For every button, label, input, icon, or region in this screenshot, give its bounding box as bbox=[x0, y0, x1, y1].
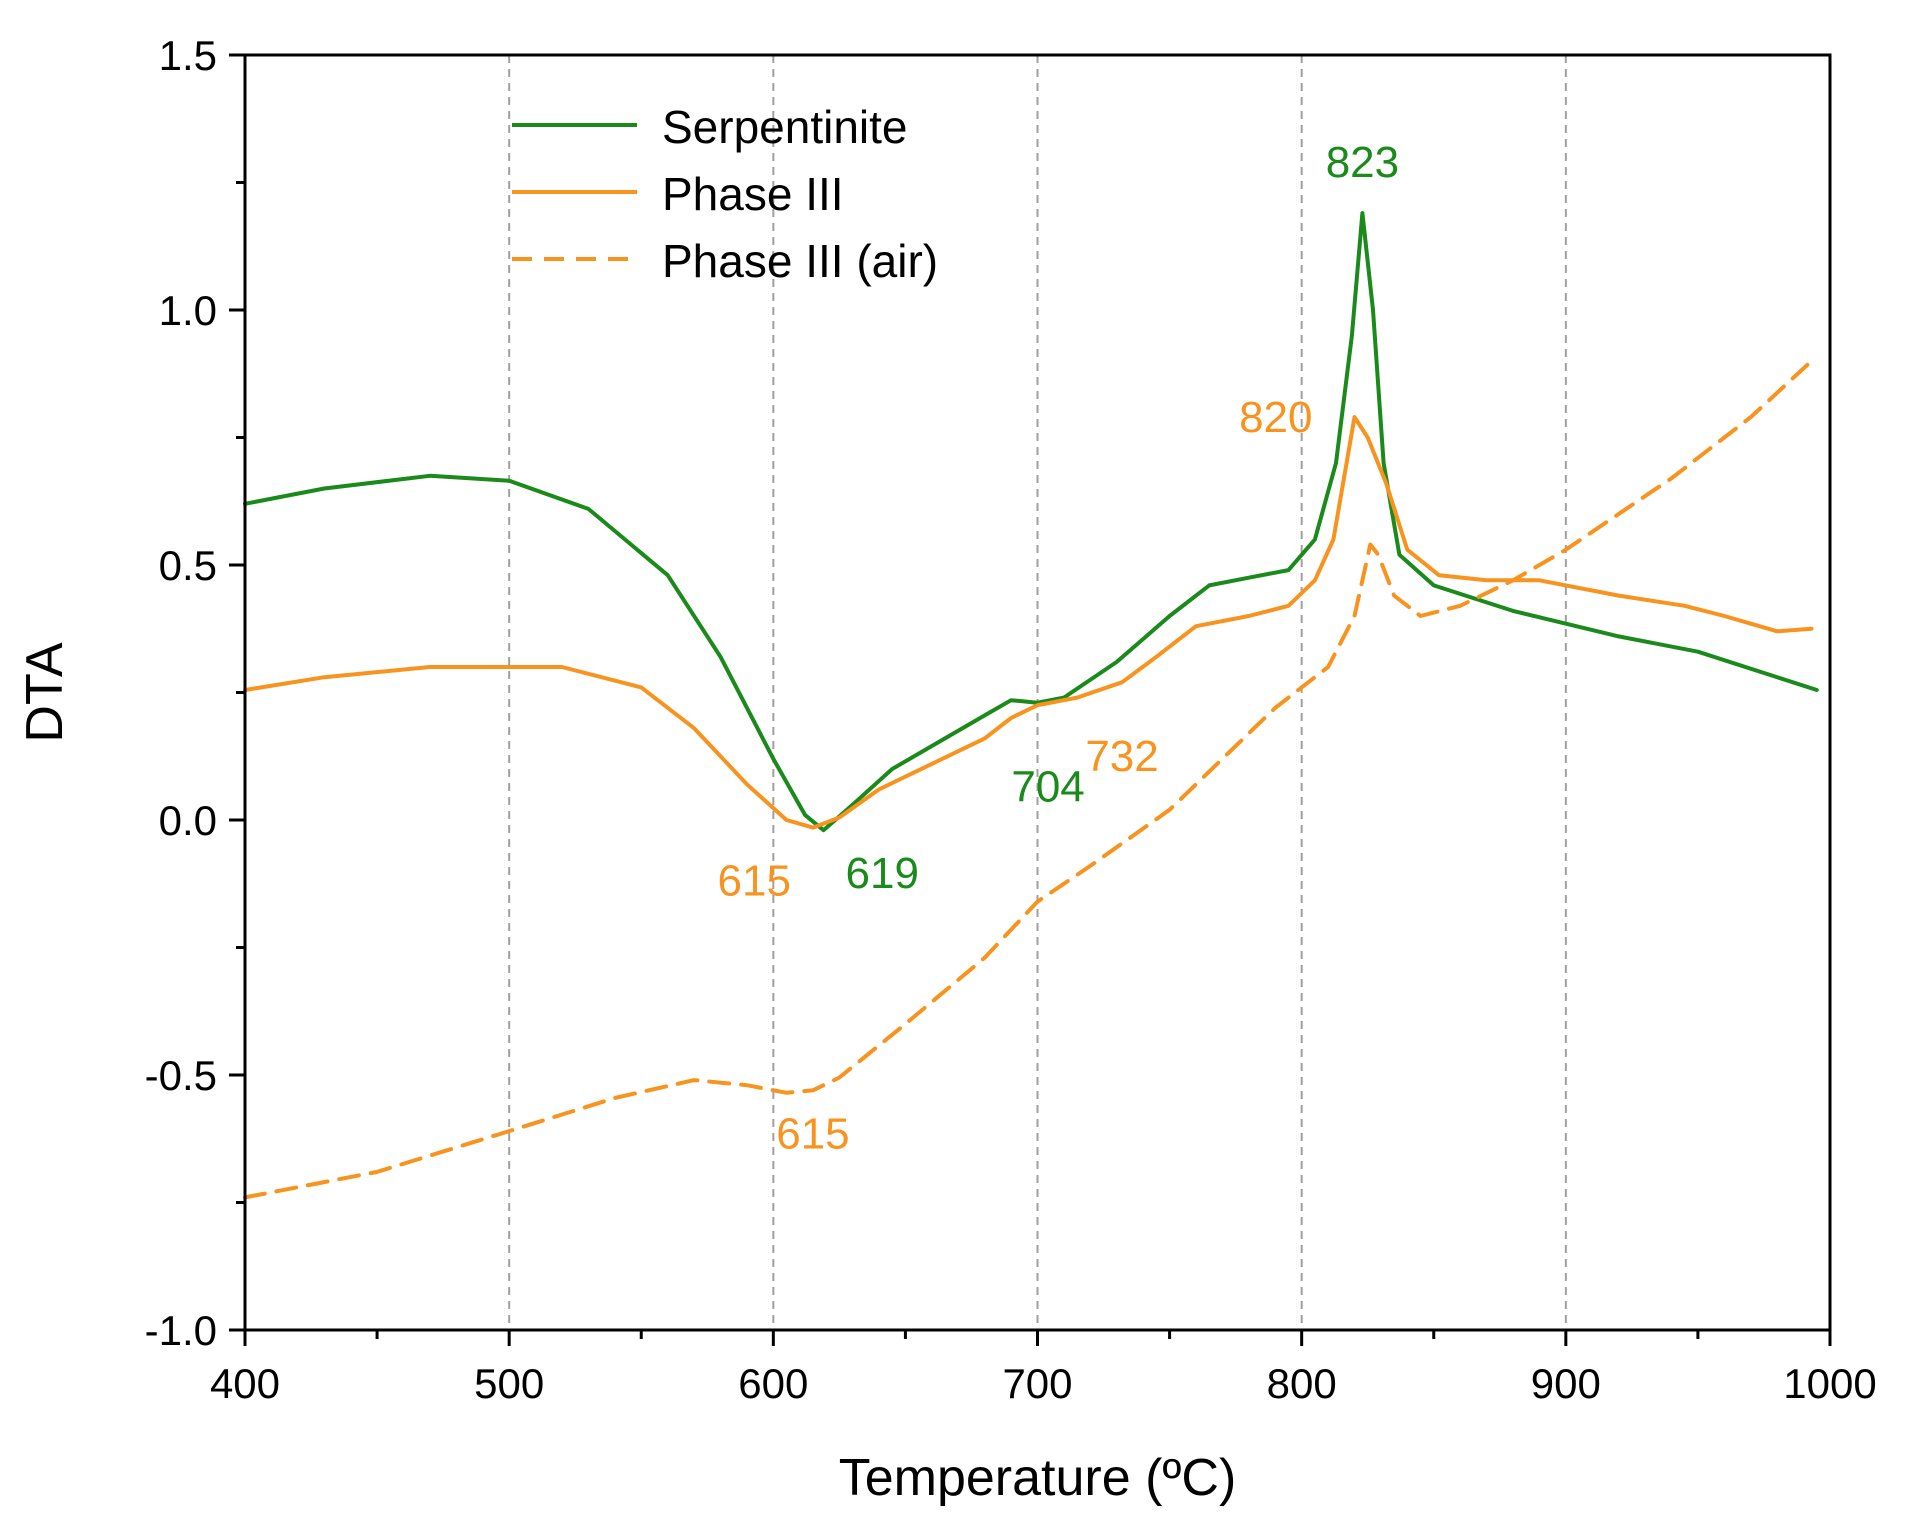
annotation-label: 619 bbox=[846, 849, 919, 898]
legend-label: Phase III bbox=[662, 168, 844, 220]
annotation-label: 823 bbox=[1326, 138, 1399, 187]
series-line-phase-iii-air bbox=[243, 359, 1814, 1200]
annotation-label: 704 bbox=[1011, 763, 1084, 812]
legend-label: Phase III (air) bbox=[662, 235, 938, 287]
x-axis-title: Temperature (ºC) bbox=[839, 1449, 1237, 1507]
x-tick-label: 500 bbox=[474, 1360, 544, 1407]
x-tick-label: 600 bbox=[738, 1360, 808, 1407]
series-line-serpentinite bbox=[243, 211, 1819, 833]
x-tick-label: 400 bbox=[210, 1360, 280, 1407]
x-tick-label: 700 bbox=[1002, 1360, 1072, 1407]
grid-layer bbox=[508, 55, 1567, 1330]
legend-label: Serpentinite bbox=[662, 101, 908, 153]
y-tick-label: 0.5 bbox=[159, 542, 217, 589]
legend: Serpentinite Phase III Phase III (air) bbox=[512, 101, 938, 287]
y-axis-title: DTA bbox=[16, 642, 74, 742]
x-tick-label: 1000 bbox=[1783, 1360, 1876, 1407]
y-tick-label: 0.0 bbox=[159, 797, 217, 844]
series-layer bbox=[243, 211, 1819, 1200]
x-tick-label: 800 bbox=[1267, 1360, 1337, 1407]
y-tick-label: 1.5 bbox=[159, 32, 217, 79]
annotation-label: 732 bbox=[1085, 732, 1158, 781]
axes-layer: 400 500 600 700 800 900 1000 -1.0 -0.5 0.0 0.5 1.0 1… bbox=[16, 32, 1877, 1507]
y-tick-label: -0.5 bbox=[145, 1052, 217, 1099]
annotation-label: 820 bbox=[1239, 393, 1312, 442]
y-tick-label: -1.0 bbox=[145, 1307, 217, 1354]
series-line-phase-iii bbox=[243, 415, 1814, 830]
annotation-label: 615 bbox=[718, 857, 791, 906]
y-tick-label: 1.0 bbox=[159, 287, 217, 334]
annotation-label: 615 bbox=[776, 1109, 849, 1158]
x-tick-label: 900 bbox=[1531, 1360, 1601, 1407]
